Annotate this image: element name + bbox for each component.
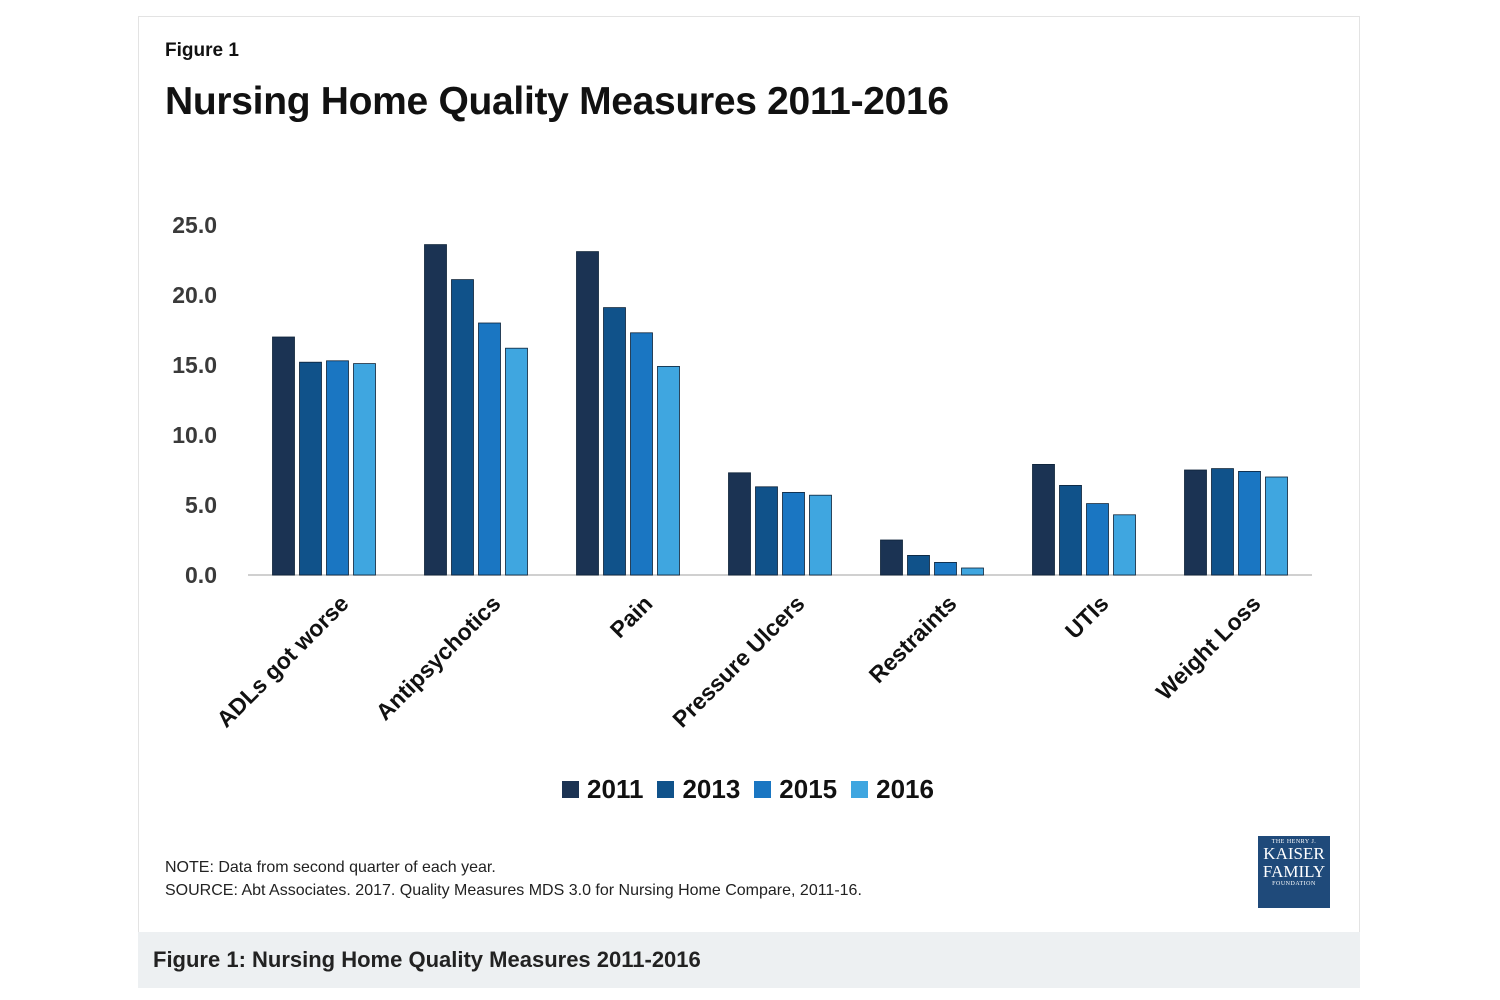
x-category-label: Weight Loss	[1151, 590, 1266, 705]
bar-2011-utis	[1032, 463, 1055, 576]
legend-item-2015: 2015	[754, 774, 837, 805]
legend-item-2016: 2016	[851, 774, 934, 805]
source-text: SOURCE: Abt Associates. 2017. Quality Me…	[165, 882, 862, 899]
legend-swatch-2011	[562, 781, 580, 798]
legend-swatch-2013	[657, 781, 675, 798]
bar-2015-restraints	[934, 562, 957, 576]
bar-2016-adls-got-worse	[353, 363, 376, 576]
x-category-label: UTIs	[1060, 590, 1114, 644]
x-category-label: ADLs got worse	[211, 590, 353, 732]
bar-2011-restraints	[880, 539, 903, 576]
bar-2013-utis	[1059, 484, 1082, 576]
legend-label-2015: 2015	[779, 774, 838, 804]
bar-2015-pain	[630, 332, 653, 576]
y-tick-label: 10.0	[172, 422, 217, 448]
bar-2011-pressure-ulcers	[728, 472, 751, 576]
bar-2016-antipsychotics	[505, 347, 528, 576]
bar-2011-pain	[576, 251, 599, 576]
bar-2011-antipsychotics	[424, 244, 447, 576]
legend-item-2011: 2011	[562, 774, 643, 805]
note-text: NOTE: Data from second quarter of each y…	[165, 859, 496, 876]
bar-2015-weight-loss	[1238, 470, 1261, 576]
bar-2015-adls-got-worse	[326, 360, 349, 576]
bar-2013-antipsychotics	[451, 279, 474, 576]
legend-label-2011: 2011	[587, 774, 644, 804]
logo-line2: FAMILY	[1262, 862, 1326, 881]
bar-2016-weight-loss	[1265, 476, 1288, 576]
legend-swatch-2016	[851, 781, 869, 798]
chart-notes: NOTE: Data from second quarter of each y…	[165, 856, 862, 902]
legend-item-2013: 2013	[657, 774, 740, 805]
bar-2013-weight-loss	[1211, 468, 1234, 576]
bar-2015-pressure-ulcers	[782, 491, 805, 576]
y-tick-label: 5.0	[185, 492, 217, 518]
bar-2016-restraints	[961, 567, 984, 576]
x-category-label: Restraints	[864, 590, 962, 688]
bar-2013-pain	[603, 307, 626, 576]
bar-2015-utis	[1086, 503, 1109, 576]
x-category-label: Pressure Ulcers	[667, 590, 809, 732]
bar-2015-antipsychotics	[478, 322, 501, 576]
logo-top-text: THE HENRY J.	[1271, 839, 1317, 845]
y-tick-label: 15.0	[172, 352, 217, 378]
kff-logo: THE HENRY J. KAISER FAMILY FOUNDATION	[1258, 836, 1330, 908]
figure-label: Figure 1	[165, 40, 239, 61]
bar-2016-pain	[657, 365, 680, 576]
figure-caption: Figure 1: Nursing Home Quality Measures …	[138, 932, 1360, 988]
bar-2011-weight-loss	[1184, 469, 1207, 576]
x-category-label: Antipsychotics	[371, 590, 506, 725]
bar-2011-adls-got-worse	[272, 336, 295, 576]
bar-2016-pressure-ulcers	[809, 494, 832, 576]
bar-2013-restraints	[907, 555, 930, 576]
y-tick-label: 25.0	[172, 212, 217, 238]
legend-swatch-2015	[754, 781, 772, 798]
legend-label-2013: 2013	[682, 774, 741, 804]
bar-2013-adls-got-worse	[299, 361, 322, 576]
logo-line1: KAISER	[1263, 844, 1325, 863]
y-tick-label: 20.0	[172, 282, 217, 308]
chart-legend: 2011 2013 2015 2016	[0, 774, 1500, 805]
legend-label-2016: 2016	[876, 774, 934, 804]
logo-bottom-text: FOUNDATION	[1272, 881, 1316, 887]
chart-title: Nursing Home Quality Measures 2011-2016	[165, 80, 949, 123]
x-category-label: Pain	[605, 590, 658, 643]
bar-2013-pressure-ulcers	[755, 486, 778, 576]
bar-2016-utis	[1113, 514, 1136, 576]
y-tick-label: 0.0	[185, 562, 217, 588]
